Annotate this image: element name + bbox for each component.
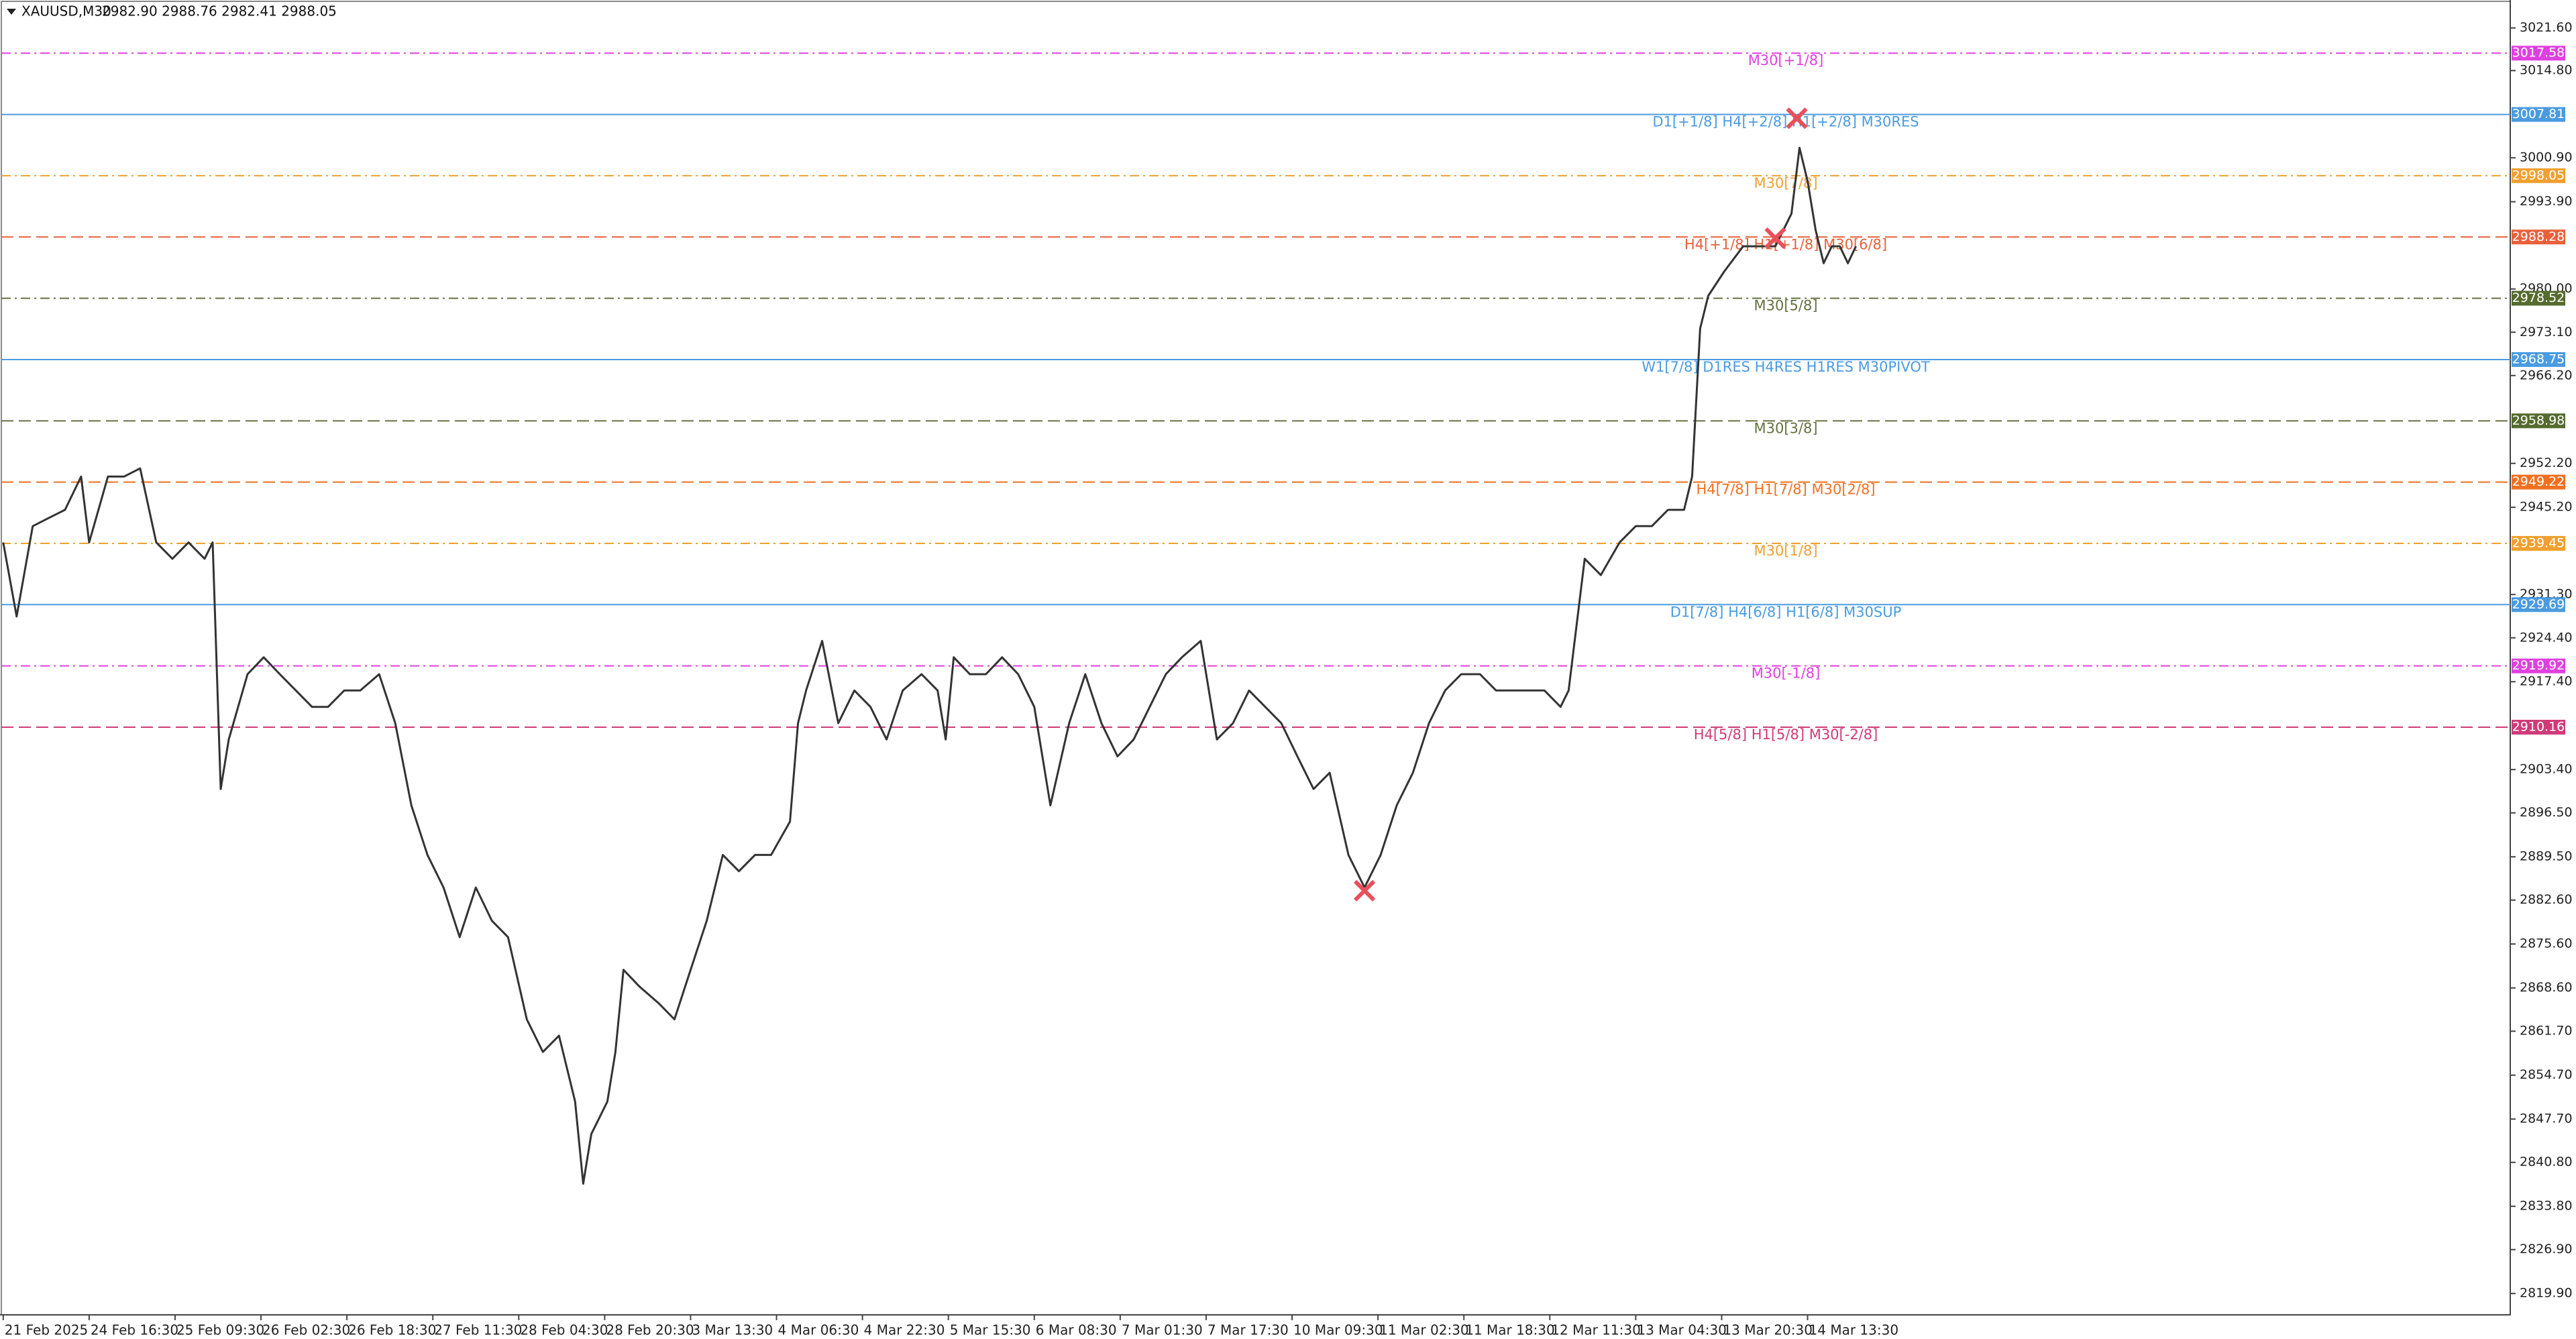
y-tick-label: 3000.90 [2520, 150, 2573, 165]
x-tick-label: 21 Feb 2025 [5, 1322, 88, 1338]
x-tick-label: 28 Feb 20:30 [606, 1322, 694, 1338]
y-tick-label: 2945.20 [2520, 500, 2573, 515]
price-box [2512, 474, 2565, 490]
level-label: M30[1/8] [1754, 543, 1817, 559]
y-tick-label: 2882.60 [2520, 892, 2573, 907]
y-tick-label: 2840.80 [2520, 1155, 2573, 1169]
x-tick-label: 27 Feb 11:30 [434, 1322, 522, 1338]
y-tick-label: 2875.60 [2520, 936, 2573, 951]
price-box-label: 2939.45 [2512, 536, 2565, 551]
level-label: M30[5/8] [1754, 298, 1817, 314]
y-tick-label: 2889.50 [2520, 849, 2573, 864]
y-tick-label: 2854.70 [2520, 1067, 2573, 1082]
level-label: D1[+1/8] H4[+2/8] H1[+2/8] M30RES [1652, 114, 1919, 130]
y-tick-label: 2847.70 [2520, 1112, 2573, 1126]
symbol: XAUUSD,M30 [21, 3, 111, 19]
x-tick-label: 10 Mar 09:30 [1293, 1322, 1383, 1338]
x-tick-label: 12 Mar 11:30 [1551, 1322, 1641, 1338]
price-box [2512, 352, 2565, 367]
x-tick-label: 6 Mar 08:30 [1036, 1322, 1117, 1338]
y-tick-label: 2861.70 [2520, 1024, 2573, 1038]
price-box [2512, 290, 2565, 306]
menu-triangle[interactable] [7, 9, 16, 15]
signal-cross [1786, 107, 1808, 129]
level-label: D1[7/8] H4[6/8] H1[6/8] M30SUP [1670, 604, 1902, 620]
signal-cross [1353, 879, 1376, 902]
x-tick-label: 5 Mar 15:30 [950, 1322, 1031, 1338]
y-tick-label: 2819.90 [2520, 1286, 2573, 1301]
x-tick-label: 4 Mar 22:30 [864, 1322, 945, 1338]
level-label: M30[3/8] [1754, 420, 1817, 436]
price-box [2512, 229, 2565, 245]
price-box-label: 2988.28 [2512, 229, 2565, 244]
x-tick-label: 7 Mar 17:30 [1208, 1322, 1289, 1338]
x-tick-label: 13 Mar 04:30 [1637, 1322, 1727, 1338]
y-tick-label: 2973.10 [2520, 325, 2573, 339]
signal-cross [1764, 227, 1786, 250]
price-box [2512, 719, 2565, 735]
y-tick-label: 3021.60 [2520, 20, 2573, 35]
level-label: H4[5/8] H1[5/8] M30[-2/8] [1694, 727, 1878, 743]
price-box [2512, 46, 2565, 61]
level-label: H4[+1/8] H1[+1/8] M30[6/8] [1684, 236, 1887, 252]
price-box-label: 2958.98 [2512, 413, 2565, 428]
y-tick-label: 2993.90 [2520, 194, 2573, 209]
x-tick-label: 25 Feb 09:30 [176, 1322, 264, 1338]
price-box-label: 2910.16 [2512, 719, 2565, 734]
y-tick-label: 2868.60 [2520, 980, 2573, 995]
y-tick-label: 2833.80 [2520, 1199, 2573, 1214]
price-box [2512, 597, 2565, 612]
y-tick-label: 2924.40 [2520, 630, 2573, 645]
y-tick-label: 2952.20 [2520, 456, 2573, 470]
y-tick-label: 2917.40 [2520, 674, 2573, 689]
price-box [2512, 658, 2565, 674]
price-box-label: 3017.58 [2512, 46, 2565, 60]
x-tick-label: 7 Mar 01:30 [1122, 1322, 1203, 1338]
x-tick-label: 26 Feb 02:30 [262, 1322, 350, 1338]
x-tick-label: 3 Mar 13:30 [692, 1322, 773, 1338]
y-tick-label: 3014.80 [2520, 63, 2573, 78]
x-tick-label: 14 Mar 13:30 [1809, 1322, 1899, 1338]
price-box-label: 3007.81 [2512, 107, 2565, 121]
y-tick-label: 2903.40 [2520, 762, 2573, 777]
level-label: H4[7/8] H1[7/8] M30[2/8] [1696, 482, 1875, 498]
quote: 2982.90 2988.76 2982.41 2988.05 [102, 3, 337, 19]
y-tick-label: 2826.90 [2520, 1242, 2573, 1256]
x-tick-label: 4 Mar 06:30 [778, 1322, 859, 1338]
y-tick-label: 2966.20 [2520, 368, 2573, 382]
x-tick-label: 13 Mar 20:30 [1723, 1322, 1813, 1338]
price-line [2, 146, 1857, 1185]
price-box-label: 2919.92 [2512, 658, 2565, 673]
price-box [2512, 168, 2565, 183]
price-box [2512, 536, 2565, 551]
x-tick-label: 28 Feb 04:30 [520, 1322, 608, 1338]
y-tick-label: 2896.50 [2520, 805, 2573, 820]
x-tick-label: 11 Mar 18:30 [1465, 1322, 1555, 1338]
price-box [2512, 107, 2565, 122]
level-label: M30[-1/8] [1752, 665, 1821, 682]
level-label: M30[+1/8] [1748, 52, 1824, 68]
price-box [2512, 413, 2565, 429]
price-box-label: 2978.52 [2512, 290, 2565, 305]
x-tick-label: 24 Feb 16:30 [91, 1322, 178, 1338]
x-tick-label: 26 Feb 18:30 [348, 1322, 436, 1338]
price-box-label: 2968.75 [2512, 352, 2565, 366]
x-tick-label: 11 Mar 02:30 [1379, 1322, 1469, 1338]
price-box-label: 2949.22 [2512, 474, 2565, 489]
level-label: W1[7/8] D1RES H4RES H1RES M30PIVOT [1642, 359, 1930, 375]
price-box-label: 2998.05 [2512, 168, 2565, 182]
price-box-label: 2929.69 [2512, 597, 2565, 612]
